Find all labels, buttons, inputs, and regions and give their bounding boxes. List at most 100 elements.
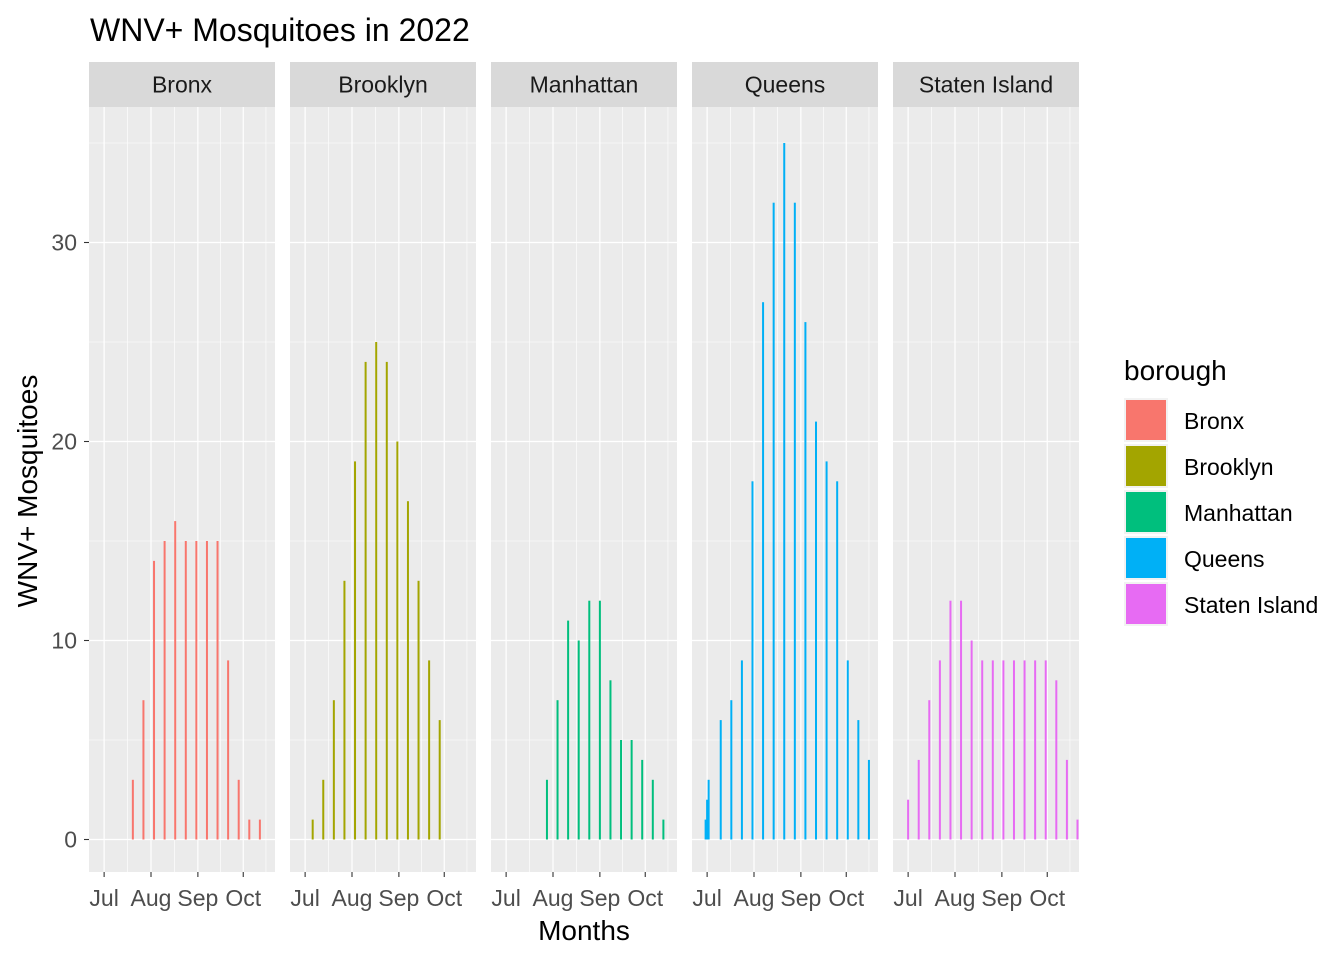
- facet-strip-label: Staten Island: [919, 72, 1053, 98]
- bar: [706, 799, 709, 840]
- bar: [354, 461, 357, 840]
- bar: [322, 779, 325, 840]
- bar: [227, 660, 230, 840]
- x-tick-label: Oct: [225, 885, 261, 911]
- x-tick-label: Sep: [378, 885, 419, 911]
- x-tick-label: Aug: [734, 885, 775, 911]
- bar: [438, 720, 441, 840]
- bar: [981, 660, 984, 840]
- bar: [804, 322, 807, 840]
- bar: [730, 700, 733, 840]
- facet-strip: [893, 62, 1079, 107]
- legend-swatch: [1126, 400, 1166, 440]
- legend: borough Bronx Brooklyn Manhattan Queens Stat…: [1124, 355, 1318, 626]
- bar: [783, 143, 786, 840]
- bar: [311, 819, 314, 840]
- legend-label: Brooklyn: [1184, 454, 1273, 480]
- bar: [846, 660, 849, 840]
- bar: [205, 541, 208, 840]
- panel-background: [290, 107, 476, 872]
- bar: [751, 481, 754, 840]
- bar: [740, 660, 743, 840]
- x-tick-label: Aug: [332, 885, 373, 911]
- bar: [928, 700, 931, 840]
- y-axis-title: WNV+ Mosquitoes: [12, 375, 43, 608]
- bar: [142, 700, 145, 840]
- panel-background: [893, 107, 1079, 872]
- bar: [406, 501, 409, 840]
- bar: [970, 640, 973, 840]
- bar: [960, 600, 963, 840]
- bar: [396, 441, 399, 840]
- legend-label: Staten Island: [1184, 592, 1318, 618]
- x-tick-label: Oct: [426, 885, 462, 911]
- bar: [216, 541, 219, 840]
- bar: [991, 660, 994, 840]
- x-tick-label: Jul: [893, 885, 922, 911]
- x-tick-label: Aug: [533, 885, 574, 911]
- panel-background: [89, 107, 275, 872]
- facet-strip-label: Bronx: [152, 72, 213, 98]
- facet-panel-brooklyn: Brooklyn Jul Aug Sep Oct: [290, 62, 476, 911]
- bar: [174, 521, 177, 840]
- bar: [772, 202, 775, 840]
- bar: [641, 759, 644, 840]
- x-tick-label: Oct: [1029, 885, 1065, 911]
- bar: [1044, 660, 1047, 840]
- bar: [762, 302, 765, 840]
- bar: [545, 779, 548, 840]
- bar: [630, 740, 633, 840]
- panel-background: [491, 107, 677, 872]
- bar: [836, 481, 839, 840]
- legend-swatch: [1126, 538, 1166, 578]
- bar: [598, 600, 601, 840]
- x-tick-label: Jul: [491, 885, 520, 911]
- bar: [163, 541, 166, 840]
- legend-label: Manhattan: [1184, 500, 1293, 526]
- x-tick-label: Aug: [131, 885, 172, 911]
- bar: [1034, 660, 1037, 840]
- bar: [1002, 660, 1005, 840]
- facet-strip: [89, 62, 275, 107]
- bar: [719, 720, 722, 840]
- bar: [184, 541, 187, 840]
- facet-panel-queens: Queens Jul Aug Sep Oct: [692, 62, 878, 911]
- bar: [620, 740, 623, 840]
- bar: [793, 202, 796, 840]
- bar: [588, 600, 591, 840]
- bar: [237, 779, 240, 840]
- bar: [556, 700, 559, 840]
- x-tick-label: Jul: [89, 885, 118, 911]
- y-tick-label: 0: [64, 827, 77, 853]
- facet-strip: [692, 62, 878, 107]
- legend-swatch: [1126, 446, 1166, 486]
- bar: [857, 720, 860, 840]
- bar: [1055, 680, 1058, 840]
- bar: [428, 660, 431, 840]
- legend-label: Queens: [1184, 546, 1265, 572]
- bar: [917, 759, 920, 840]
- y-tick-label: 20: [51, 429, 77, 455]
- x-tick-label: Sep: [981, 885, 1022, 911]
- bar: [258, 819, 261, 840]
- x-axis-title: Months: [538, 915, 630, 946]
- x-tick-label: Jul: [692, 885, 721, 911]
- x-tick-label: Sep: [780, 885, 821, 911]
- bar: [651, 779, 654, 840]
- bar: [815, 421, 817, 840]
- x-tick-label: Aug: [935, 885, 976, 911]
- y-tick-label: 10: [51, 628, 77, 654]
- bar: [609, 680, 612, 840]
- bar: [825, 461, 828, 840]
- bar: [707, 779, 710, 840]
- bar: [577, 640, 580, 840]
- legend-title: borough: [1124, 355, 1227, 386]
- bar: [195, 541, 198, 840]
- bar: [153, 560, 156, 840]
- legend-label: Bronx: [1184, 408, 1245, 434]
- x-tick-label: Oct: [828, 885, 864, 911]
- x-tick-label: Sep: [177, 885, 218, 911]
- x-tick-label: Jul: [290, 885, 319, 911]
